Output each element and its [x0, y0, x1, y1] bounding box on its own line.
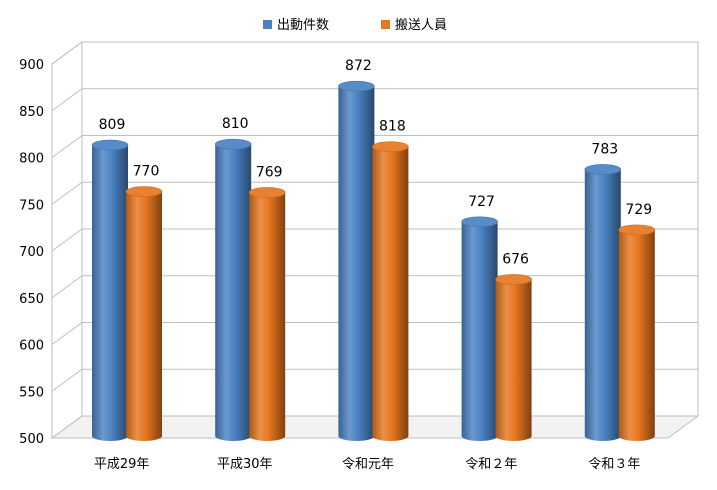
- bar-top-cap: [618, 224, 656, 236]
- data-label: 770: [133, 164, 160, 180]
- y-tick-label: 500: [19, 432, 44, 447]
- bar-出動件数-令和３年: [584, 169, 621, 442]
- data-label: 810: [222, 116, 249, 132]
- y-tick-label: 750: [19, 198, 44, 213]
- y-axis: 500 550 600 650 700 750 800 850 900: [19, 58, 44, 447]
- bar-搬送人員-令和２年: [495, 279, 532, 441]
- bar-出動件数-平成30年: [215, 144, 252, 442]
- data-label: 729: [625, 202, 652, 218]
- bar-top-cap: [91, 139, 129, 151]
- gridline: [51, 88, 698, 112]
- y-tick-label: 850: [19, 105, 44, 120]
- data-label: 872: [345, 58, 372, 74]
- data-label: 727: [468, 194, 495, 210]
- legend-label: 搬送人員: [395, 18, 447, 33]
- y-tick-label: 600: [19, 339, 44, 354]
- x-tick-label: 令和２年: [465, 457, 517, 472]
- legend: 出動件数 搬送人員: [263, 18, 447, 33]
- x-tick-label: 令和元年: [342, 457, 394, 472]
- data-label: 783: [591, 141, 618, 157]
- bar-搬送人員-平成30年: [249, 192, 286, 441]
- y-tick-label: 700: [19, 245, 44, 260]
- bar-出動件数-令和２年: [461, 221, 498, 442]
- bar-top-cap: [495, 274, 532, 285]
- x-tick-label: 令和３年: [588, 457, 640, 472]
- data-label: 809: [99, 117, 126, 133]
- gridline: [51, 41, 698, 65]
- bar-top-cap: [248, 187, 286, 198]
- bar-top-cap: [461, 216, 498, 228]
- legend-swatch: [263, 20, 272, 29]
- x-tick-label: 平成29年: [94, 457, 150, 472]
- gridline: [51, 181, 698, 205]
- data-label: 818: [379, 119, 406, 135]
- gridline: [51, 135, 698, 158]
- legend-label: 出動件数: [277, 18, 329, 33]
- bars: [91, 80, 656, 442]
- bar-搬送人員-令和３年: [618, 229, 655, 442]
- legend-swatch: [381, 20, 390, 29]
- y-tick-label: 900: [19, 58, 44, 73]
- bar-出動件数-平成29年: [92, 145, 128, 441]
- y-tick-label: 650: [19, 292, 44, 307]
- y-tick-label: 800: [19, 152, 44, 167]
- data-label: 676: [502, 251, 529, 267]
- data-labels: 809 770 810 769 872 818 727 676 783 729: [99, 58, 653, 267]
- bar-top-cap: [214, 138, 252, 150]
- x-axis: 平成29年 平成30年 令和元年 令和２年 令和３年: [94, 457, 641, 472]
- bar-出動件数-令和元年: [338, 86, 375, 442]
- x-tick-label: 平成30年: [217, 457, 273, 472]
- bar-top-cap: [584, 164, 622, 175]
- bar-搬送人員-令和元年: [372, 146, 409, 442]
- data-label: 769: [256, 164, 283, 180]
- bar-top-cap: [372, 141, 409, 152]
- bar-top-cap: [338, 80, 375, 92]
- y-tick-label: 550: [19, 385, 44, 400]
- bar-搬送人員-平成29年: [126, 191, 162, 441]
- bar-top-cap: [125, 186, 163, 197]
